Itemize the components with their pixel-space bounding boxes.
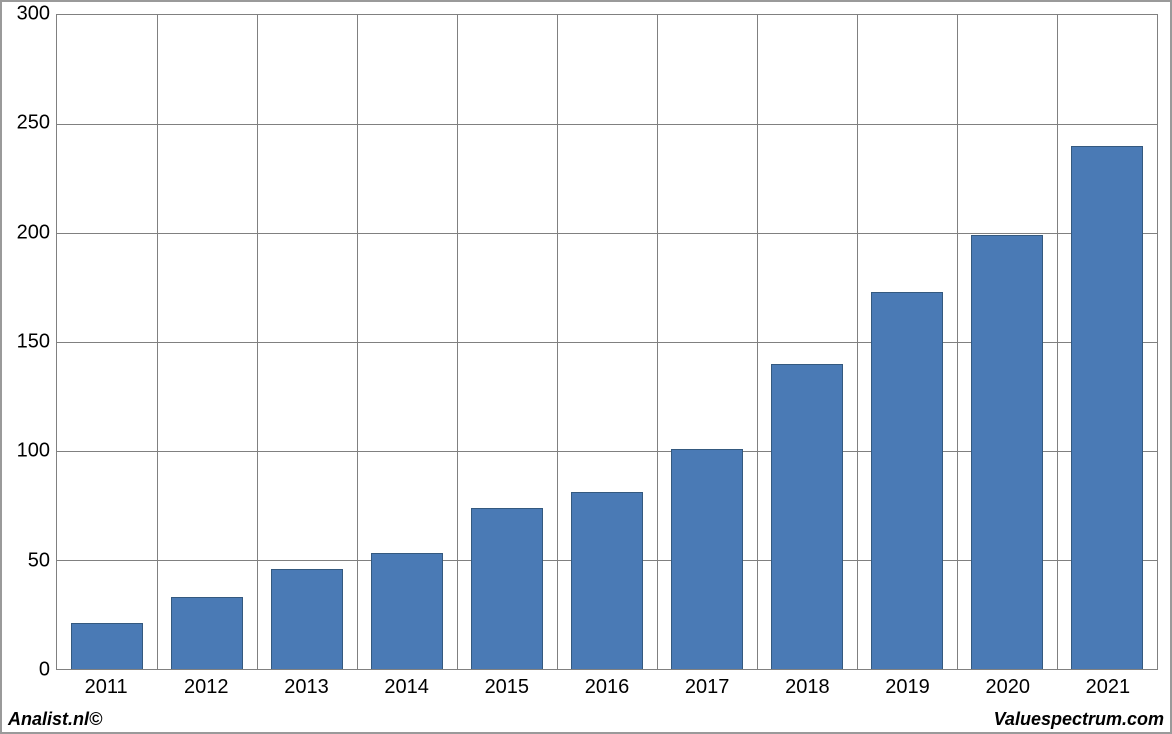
gridline-vertical: [357, 15, 358, 669]
gridline-vertical: [1057, 15, 1058, 669]
gridline-vertical: [957, 15, 958, 669]
y-tick-label: 50: [28, 549, 50, 572]
gridline-horizontal: [57, 233, 1157, 234]
x-tick-label: 2014: [384, 676, 429, 699]
x-axis: 2011 2012 2013 2014 2015 2016 2017 2018 2019 2020…: [56, 670, 1158, 704]
y-tick-label: 0: [39, 659, 50, 682]
chart-area: 050100150200250300 201120122013201420152…: [6, 6, 1166, 704]
footer-left-text: Analist.nl©: [8, 709, 102, 730]
x-tick-label: 2017: [685, 676, 730, 699]
footer-right-text: Valuespectrum.com: [994, 709, 1164, 730]
bar: [71, 623, 143, 669]
x-tick-label: 2018: [785, 676, 830, 699]
gridline-horizontal: [57, 124, 1157, 125]
bar: [371, 553, 443, 669]
y-tick-label: 200: [17, 221, 50, 244]
gridline-vertical: [657, 15, 658, 669]
x-tick-label: 2019: [885, 676, 930, 699]
bar: [271, 569, 343, 669]
gridline-vertical: [857, 15, 858, 669]
bar: [571, 492, 643, 669]
bar: [671, 449, 743, 669]
bar: [471, 508, 543, 669]
x-tick-label: 2011: [85, 676, 128, 699]
x-tick-label: 2012: [184, 676, 229, 699]
bar: [1071, 146, 1143, 669]
y-axis: 050100150200250300: [6, 14, 56, 670]
x-tick-label: 2020: [985, 676, 1030, 699]
x-tick-label: 2016: [585, 676, 630, 699]
y-tick-label: 100: [17, 440, 50, 463]
y-tick-label: 250: [17, 112, 50, 135]
gridline-vertical: [757, 15, 758, 669]
bar: [171, 597, 243, 669]
chart-frame: 050100150200250300 201120122013201420152…: [0, 0, 1172, 734]
gridline-vertical: [257, 15, 258, 669]
x-tick-label: 2021: [1086, 676, 1131, 699]
plot-box: [56, 14, 1158, 670]
bar: [871, 292, 943, 669]
y-tick-label: 300: [17, 3, 50, 26]
bar: [771, 364, 843, 669]
gridline-vertical: [157, 15, 158, 669]
bar: [971, 235, 1043, 669]
x-tick-label: 2013: [284, 676, 329, 699]
x-tick-label: 2015: [485, 676, 530, 699]
gridline-vertical: [557, 15, 558, 669]
gridline-vertical: [457, 15, 458, 669]
y-tick-label: 150: [17, 331, 50, 354]
